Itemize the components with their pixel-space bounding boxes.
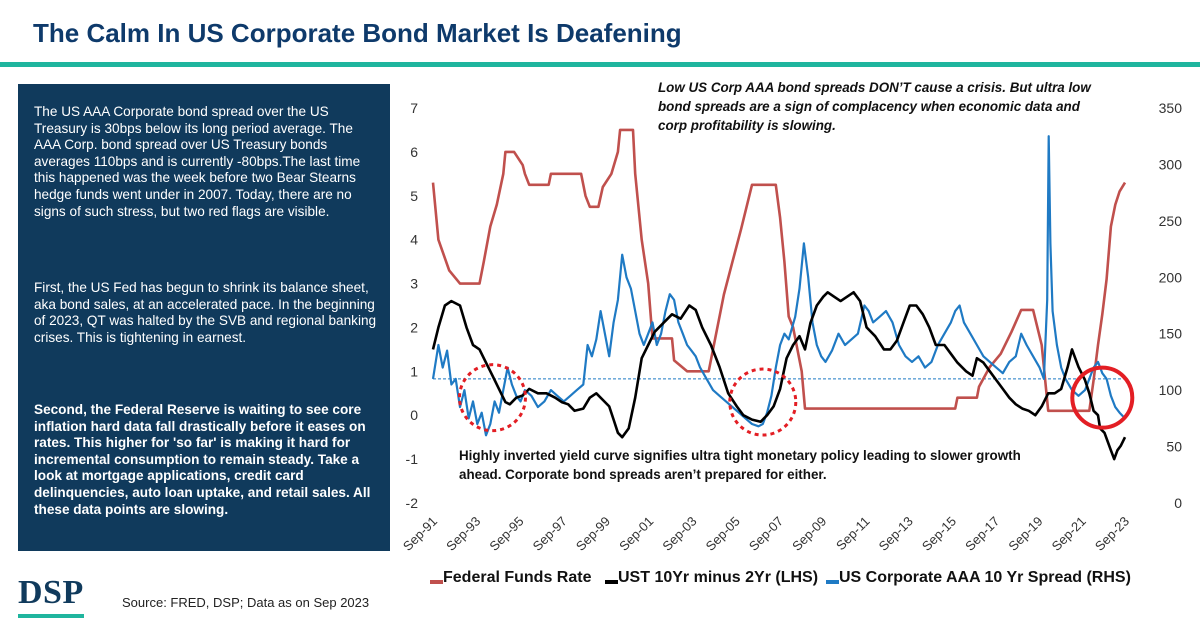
y-right-tick-label: 50 [1166, 439, 1182, 455]
y-right-tick-label: 350 [1159, 100, 1183, 116]
highlight-circle [1070, 365, 1135, 430]
x-tick-label: Sep-19 [1005, 514, 1045, 554]
highlight-circle [728, 367, 798, 437]
x-tick-label: Sep-17 [962, 514, 1002, 554]
y-right-tick-label: 150 [1159, 326, 1183, 342]
page-title: The Calm In US Corporate Bond Market Is … [33, 18, 682, 48]
series-ust-10y-2y [431, 290, 1127, 461]
y-left-tick-label: 1 [410, 363, 418, 379]
y-left-tick-label: 5 [410, 188, 418, 204]
series-fed-funds-rate [431, 128, 1127, 413]
source-note: Source: FRED, DSP; Data as on Sep 2023 [122, 595, 370, 610]
paragraph-3: Second, the Federal Reserve is waiting t… [34, 402, 371, 517]
commentary-panel: The US AAA Corporate bond spread over th… [18, 84, 390, 551]
y-right-tick-label: 0 [1174, 495, 1182, 511]
x-tick-label: Sep-21 [1049, 514, 1089, 554]
logo-underline [18, 614, 84, 618]
annotation-bottom: Highly inverted yield curve signifies ul… [459, 448, 1021, 482]
dsp-logo: DSP [18, 574, 84, 611]
x-tick-label: Sep-11 [833, 514, 873, 554]
y-right-tick-label: 200 [1159, 269, 1183, 285]
y-left-tick-label: 7 [410, 100, 418, 116]
x-tick-label: Sep-15 [919, 514, 959, 554]
legend-ust-curve: UST 10Yr minus 2Yr (LHS) [618, 569, 819, 586]
legend-swatch-ust-curve [605, 580, 618, 584]
legend-swatch-aaa-spread [826, 580, 839, 584]
series-aaa-spread [431, 135, 1126, 437]
x-tick-label: Sep-95 [486, 514, 526, 554]
x-tick-label: Sep-07 [746, 514, 786, 554]
paragraph-1: The US AAA Corporate bond spread over th… [34, 104, 361, 219]
y-left-tick-label: -2 [406, 495, 419, 511]
y-left-tick-label: 6 [410, 144, 418, 160]
x-tick-label: Sep-91 [400, 514, 440, 554]
title-underline [0, 62, 1200, 67]
y-left-tick-label: 4 [410, 232, 418, 248]
annotation-top: Low US Corp AAA bond spreads DON’T cause… [658, 80, 1091, 133]
y-left-tick-label: 0 [410, 407, 418, 423]
paragraph-2: First, the US Fed has begun to shrink it… [34, 280, 377, 345]
x-tick-label: Sep-93 [443, 514, 483, 554]
x-tick-label: Sep-09 [789, 514, 829, 554]
x-tick-label: Sep-99 [573, 514, 613, 554]
x-tick-label: Sep-01 [616, 514, 656, 554]
y-right-tick-label: 250 [1159, 213, 1183, 229]
y-right-tick-label: 100 [1159, 382, 1183, 398]
y-right-tick-label: 300 [1159, 156, 1183, 172]
x-tick-label: Sep-13 [876, 514, 916, 554]
x-tick-label: Sep-23 [1092, 514, 1132, 554]
legend-aaa-spread: US Corporate AAA 10 Yr Spread (RHS) [839, 569, 1131, 586]
y-left-tick-label: -1 [406, 451, 419, 467]
highlight-circle [457, 363, 527, 433]
y-left-tick-label: 3 [410, 276, 418, 292]
x-tick-label: Sep-05 [703, 514, 743, 554]
x-tick-label: Sep-03 [659, 514, 699, 554]
legend-swatch-fed-funds [430, 580, 443, 584]
x-tick-label: Sep-97 [530, 514, 570, 554]
legend-fed-funds: Federal Funds Rate [443, 569, 592, 586]
y-left-tick-label: 2 [410, 319, 418, 335]
